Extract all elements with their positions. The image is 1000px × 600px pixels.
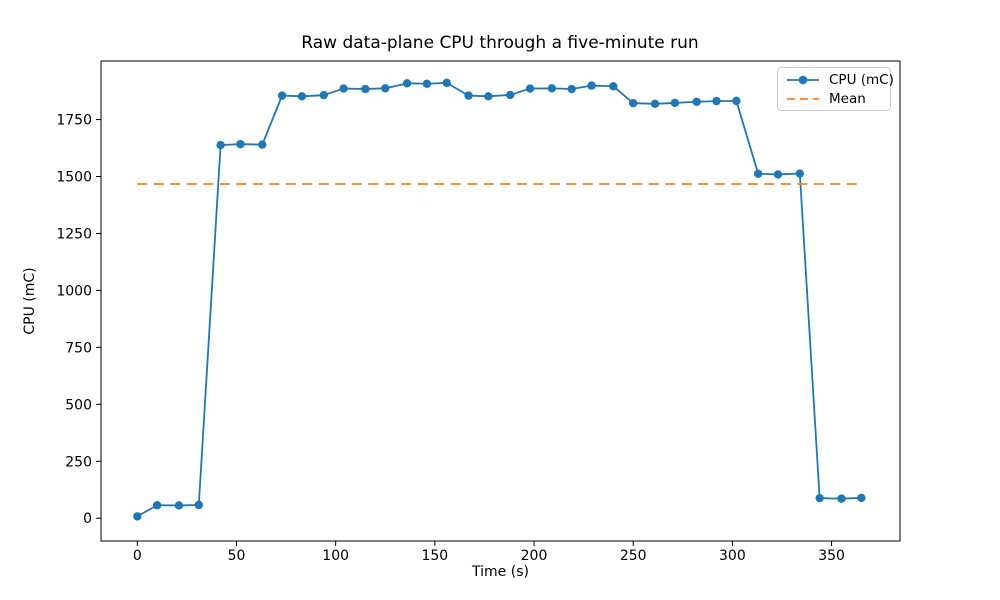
- cpu-marker: [194, 500, 203, 510]
- cpu-marker: [402, 79, 412, 88]
- cpu-marker: [339, 84, 348, 93]
- y-tick-label: 1000: [56, 283, 92, 299]
- cpu-marker: [464, 91, 473, 100]
- cpu-marker: [587, 81, 596, 90]
- x-tick-label: 0: [133, 548, 142, 564]
- x-tick-label: 250: [620, 548, 647, 564]
- y-tick-label: 250: [65, 454, 92, 470]
- cpu-marker: [381, 84, 390, 93]
- cpu-marker: [629, 98, 638, 108]
- cpu-marker: [297, 92, 307, 101]
- x-tick-label: 100: [322, 548, 349, 564]
- cpu-marker: [133, 512, 142, 521]
- legend-item-cpu: CPU (mC): [784, 72, 894, 88]
- x-tick-label: 150: [421, 548, 448, 564]
- cpu-marker: [753, 169, 763, 178]
- y-tick-label: 1750: [56, 113, 92, 129]
- cpu-marker: [236, 139, 245, 149]
- cpu-marker: [650, 99, 660, 109]
- legend-label-cpu: CPU (mC): [829, 71, 894, 88]
- y-tick-label: 0: [83, 511, 92, 527]
- cpu-marker: [795, 169, 805, 178]
- y-tick-label: 750: [65, 340, 92, 356]
- axes-frame: [100, 60, 901, 542]
- line-marker-swatch-icon: [787, 75, 819, 84]
- cpu-marker: [712, 96, 721, 106]
- cpu-marker: [258, 140, 267, 149]
- cpu-marker: [506, 90, 515, 100]
- y-tick-label: 500: [65, 397, 92, 413]
- cpu-marker: [422, 79, 432, 88]
- cpu-marker: [319, 90, 328, 100]
- legend-item-mean: Mean: [784, 91, 884, 107]
- cpu-marker: [857, 493, 866, 503]
- cpu-marker: [609, 82, 618, 91]
- x-tick-label: 300: [719, 548, 746, 564]
- legend-label-mean: Mean: [829, 90, 866, 107]
- y-tick-label: 1250: [56, 226, 92, 242]
- y-tick-label: 1500: [56, 170, 92, 186]
- chart-title: Raw data-plane CPU through a five-minute…: [301, 33, 699, 53]
- cpu-marker: [815, 493, 824, 503]
- cpu-marker: [442, 78, 451, 88]
- cpu-marker: [484, 92, 493, 101]
- cpu-marker: [547, 84, 557, 93]
- legend: CPU (mC) Mean: [777, 67, 894, 111]
- cpu-marker: [670, 98, 680, 108]
- cpu-marker: [174, 501, 184, 510]
- cpu-marker: [152, 501, 162, 510]
- cpu-marker: [277, 91, 287, 100]
- cpu-marker: [773, 170, 783, 179]
- x-tick-label: 350: [818, 548, 845, 564]
- x-tick-label: 200: [521, 548, 548, 564]
- cpu-marker: [732, 96, 741, 106]
- cpu-marker: [837, 494, 846, 503]
- cpu-marker: [216, 140, 225, 150]
- cpu-marker: [692, 97, 701, 106]
- x-tick-label: 50: [228, 548, 246, 564]
- y-axis-label-text: CPU (mC): [22, 267, 38, 335]
- cpu-marker: [525, 84, 535, 93]
- cpu-marker: [361, 84, 370, 94]
- x-axis-label: Time (s): [472, 564, 529, 580]
- dashed-line-swatch-icon: [787, 97, 819, 100]
- cpu-marker: [567, 84, 576, 94]
- cpu-line: [136, 81, 862, 518]
